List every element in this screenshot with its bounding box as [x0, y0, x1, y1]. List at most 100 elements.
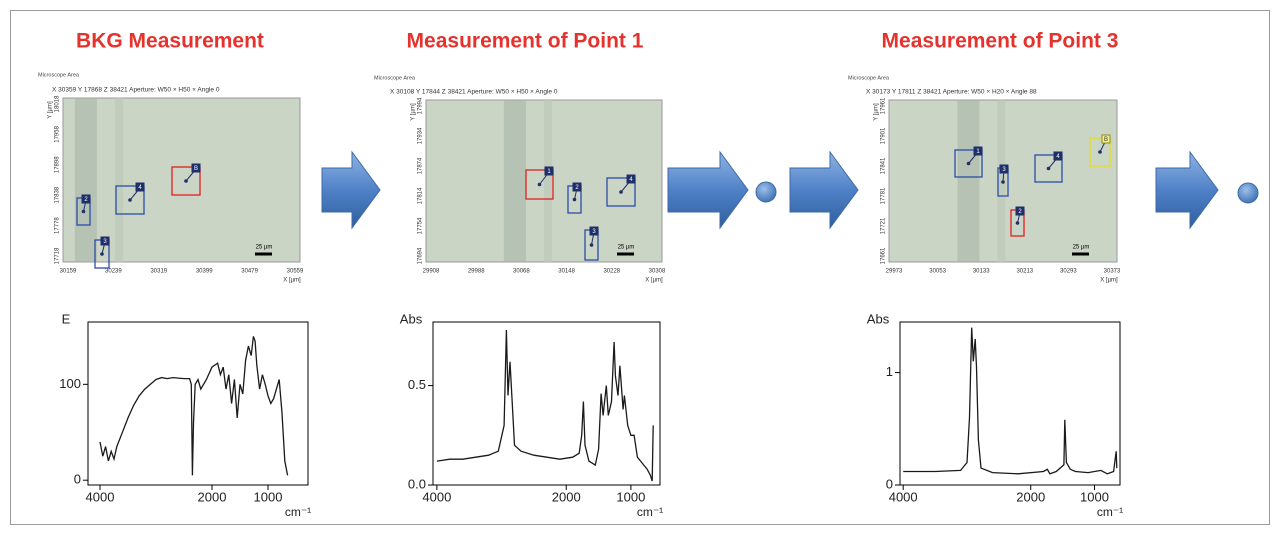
plot-frame: [432, 321, 661, 486]
fiber-shadow: [74, 98, 97, 262]
box-label: 3: [1002, 167, 1006, 173]
x-axis-label: cm⁻¹: [285, 505, 311, 519]
box-label: 4: [1056, 154, 1060, 160]
microscope-x-tick: 29973: [886, 269, 903, 275]
box-label: 2: [1018, 209, 1022, 215]
microscope-y-tick: 17661: [881, 247, 887, 264]
microscope-x-tick: 29988: [468, 269, 485, 275]
microscope-y-tick: 17721: [881, 217, 887, 234]
microscope-x-tick: 30068: [513, 269, 530, 275]
microscope-x-tick: 30399: [196, 269, 213, 275]
y-tick-label: 0.5: [408, 377, 426, 392]
aperture-box: [525, 169, 554, 200]
x-tick-label: 1000: [1080, 489, 1109, 504]
marker-dot: [1015, 221, 1020, 225]
arrow: [321, 150, 381, 230]
microscope-header: Microscope Area: [38, 72, 80, 78]
aperture-box: [954, 149, 983, 178]
microscope-x-label: X [µm]: [645, 278, 663, 284]
frame: [10, 10, 1270, 525]
microscope-x-tick: 30159: [60, 269, 77, 275]
box-label: 2: [575, 185, 579, 191]
microscope-header: Microscope Area: [848, 75, 890, 81]
microscope-y-label: Y [µm]: [411, 103, 417, 121]
label-badge: [1101, 134, 1111, 144]
label-badge: [135, 182, 145, 192]
microscope-y-tick: 17718: [55, 247, 61, 264]
label-badge: [1015, 206, 1025, 216]
continuation-dot: [755, 181, 777, 203]
continuation-dot: [1237, 182, 1259, 204]
x-tick-label: 1000: [616, 489, 645, 504]
label-badge: [973, 146, 983, 156]
scale-label: 25 µm: [1073, 245, 1090, 251]
microscope-x-tick: 30133: [973, 269, 990, 275]
arrow: [1155, 150, 1219, 230]
microscope-y-tick: 17994: [418, 97, 424, 114]
marker-dot: [572, 197, 577, 202]
microscope-x-tick: 30239: [105, 269, 122, 275]
microscope-y-tick: 17874: [418, 157, 424, 174]
fiber-shadow: [503, 100, 526, 262]
marker-dot: [589, 243, 594, 247]
x-axis-label: cm⁻¹: [1097, 505, 1123, 519]
microscope-image: [62, 97, 301, 263]
microscope-x-tick: 30228: [603, 269, 620, 275]
microscope-x-label: X [µm]: [283, 278, 301, 284]
microscope-info: X 30359 Y 17868 Z 38421 Aperture: W50 × …: [52, 87, 220, 94]
microscope-x-tick: 30148: [558, 269, 575, 275]
microscope-y-label: Y [µm]: [874, 103, 880, 121]
marker-dot: [619, 190, 623, 194]
box-label: 1: [547, 169, 551, 175]
panel-title: Measurement of Point 3: [882, 30, 1119, 53]
box-label: 3: [103, 239, 107, 245]
microscope-info: X 30108 Y 17844 Z 38421 Aperture: W50 × …: [390, 89, 558, 96]
microscope-y-tick: 17898: [55, 156, 61, 173]
marker-dot: [537, 182, 542, 187]
marker-dot: [81, 209, 86, 214]
arrow: [667, 150, 749, 230]
microscope-y-tick: 17754: [418, 217, 424, 234]
microscope-y-tick: 17838: [55, 186, 61, 203]
marker-dot: [1001, 180, 1005, 184]
label-badge: [544, 166, 554, 176]
x-tick-label: 4000: [86, 489, 115, 504]
fiber-edge: [543, 100, 552, 262]
fiber-edge: [997, 100, 1006, 262]
microscope-x-tick: 30308: [649, 269, 666, 275]
y-tick-label: 0.0: [408, 476, 426, 491]
marker-dot: [128, 198, 132, 202]
microscope-x-label: X [µm]: [1100, 278, 1118, 284]
spectrum-line: [99, 336, 289, 476]
arrow: [789, 150, 859, 230]
scale-label: 25 µm: [618, 245, 635, 251]
y-axis-label: Abs: [867, 311, 890, 326]
microscope-y-tick: 17961: [881, 97, 887, 114]
y-tick-label: 0: [74, 472, 81, 487]
aperture-box: [606, 177, 636, 207]
spectrum-line: [436, 329, 654, 482]
label-badge: [626, 174, 636, 184]
y-axis-label: Abs: [400, 311, 423, 326]
aperture-box: [1089, 137, 1111, 167]
microscope-x-tick: 30293: [1060, 269, 1077, 275]
label-badge: [100, 236, 110, 246]
microscope-x-tick: 30479: [241, 269, 258, 275]
plot-frame: [899, 321, 1121, 486]
box-label: 4: [629, 177, 633, 183]
marker-dot: [966, 161, 971, 166]
microscope-x-tick: 30213: [1016, 269, 1033, 275]
aperture-box: [1034, 154, 1063, 183]
aperture-box: [171, 166, 201, 196]
microscope-x-tick: 29908: [423, 269, 440, 275]
plot-frame: [87, 321, 309, 486]
microscope-y-tick: 18018: [55, 95, 61, 112]
spectrum-line: [903, 327, 1118, 475]
microscope-y-tick: 17694: [418, 247, 424, 264]
microscope-y-tick: 17901: [881, 127, 887, 144]
label-badge: [999, 164, 1009, 174]
marker-dot: [1046, 166, 1051, 171]
fiber-shadow: [957, 100, 980, 262]
y-tick-label: 1: [886, 364, 893, 379]
